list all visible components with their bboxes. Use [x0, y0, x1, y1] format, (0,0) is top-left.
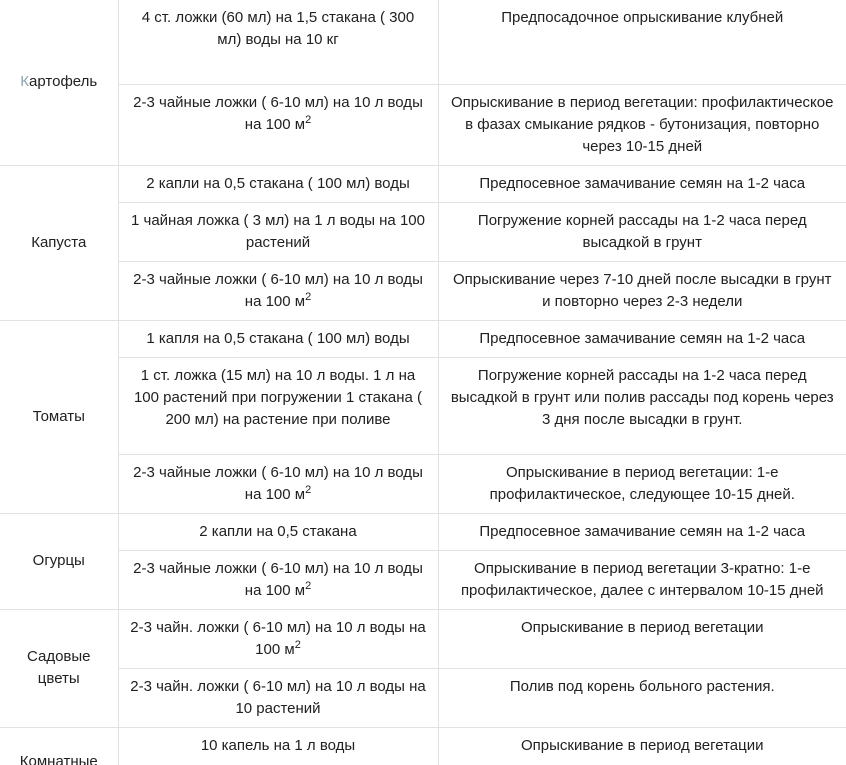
superscript: 2: [305, 113, 312, 126]
plant-cell: Садовые цветы: [0, 609, 119, 728]
plant-name: Огурцы: [32, 552, 85, 569]
table-row: Комнатные растения 10 капель на 1 л водыО…: [0, 727, 846, 765]
plant-name: Томаты: [32, 407, 85, 425]
dosage-cell: 2-3 чайные ложки ( 6-10 мл) на 10 л воды…: [118, 550, 439, 610]
dosage-cell: 2-3 чайные ложки ( 6-10 мл) на 10 л воды…: [118, 84, 439, 166]
plant-name: артофель: [29, 73, 98, 91]
table-row: 2-3 чайные ложки ( 6-10 мл) на 10 л воды…: [0, 261, 846, 321]
usage-cell: Опрыскивание в период вегетации: профила…: [438, 84, 846, 166]
dosage-cell: 2-3 чайные ложки ( 6-10 мл) на 10 л воды…: [118, 261, 439, 321]
superscript: 2: [305, 579, 312, 592]
usage-cell: Предпосевное замачивание семян на 1-2 ча…: [438, 513, 846, 551]
plant-name: Садовые цветы: [26, 648, 91, 687]
table-row: 2-3 чайные ложки ( 6-10 мл) на 10 л воды…: [0, 84, 846, 166]
usage-cell: Опрыскивание в период вегетации: [438, 609, 846, 669]
dosage-cell: 2-3 чайн. ложки ( 6-10 мл) на 10 л воды …: [118, 609, 439, 669]
usage-cell: Предпосадочное опрыскивание клубней: [438, 0, 846, 85]
dosage-cell: 2 капли на 0,5 стакана ( 100 мл) воды: [118, 165, 439, 203]
table-row: Огурцы 2 капли на 0,5 стакана Предпосевное…: [0, 513, 846, 610]
superscript: 2: [294, 638, 301, 651]
table-row: 2-3 чайн. ложки ( 6-10 мл) на 10 л воды …: [0, 668, 846, 728]
table-row: Садовые цветы 2-3 чайн. ложки ( 6-10 мл) …: [0, 609, 846, 728]
usage-cell: Предпосевное замачивание семян на 1-2 ча…: [438, 320, 846, 358]
plant-name: Капуста: [31, 233, 87, 251]
plant-cell: Комнатные растения: [0, 727, 119, 765]
usage-cell: Опрыскивание через 7-10 дней после высад…: [438, 261, 846, 321]
dosage-cell: 4 ст. ложки (60 мл) на 1,5 стакана ( 300…: [118, 0, 439, 85]
plant-cell: Картофель: [0, 0, 119, 166]
dosage-cell: 1 чайная ложка ( 3 мл) на 1 л воды на 10…: [118, 202, 439, 262]
dosage-cell: 2-3 чайные ложки ( 6-10 мл) на 10 л воды…: [118, 454, 439, 514]
table-row: 2-3 чайные ложки ( 6-10 мл) на 10 л воды…: [0, 454, 846, 514]
table-row: 1 чайная ложка ( 3 мл) на 1 л воды на 10…: [0, 202, 846, 262]
plant-cell: Капуста: [0, 165, 119, 321]
dosage-cell: 1 капля на 0,5 стакана ( 100 мл) воды: [118, 320, 439, 358]
dosage-cell: 2 капли на 0,5 стакана: [118, 513, 439, 551]
table-row: 1 ст. ложка (15 мл) на 10 л воды. 1 л на…: [0, 357, 846, 455]
superscript: 2: [305, 290, 312, 303]
plant-name: Комнатные растения: [19, 752, 98, 765]
plant-cell: Огурцы: [0, 513, 119, 610]
table-row: 2-3 чайные ложки ( 6-10 мл) на 10 л воды…: [0, 550, 846, 610]
usage-cell: Опрыскивание в период вегетации: [438, 727, 846, 765]
usage-cell: Предпосевное замачивание семян на 1-2 ча…: [438, 165, 846, 203]
dosage-cell: 1 ст. ложка (15 мл) на 10 л воды. 1 л на…: [118, 357, 439, 455]
usage-cell: Погружение корней рассады на 1-2 часа пе…: [438, 202, 846, 262]
table-row: Капуста 2 капли на 0,5 стакана ( 100 мл) …: [0, 165, 846, 321]
usage-cell: Опрыскивание в период вегетации 3-кратно…: [438, 550, 846, 610]
usage-cell: Опрыскивание в период вегетации: 1-е про…: [438, 454, 846, 514]
usage-cell: Полив под корень больного растения.: [438, 668, 846, 728]
table-row: Томаты 1 капля на 0,5 стакана ( 100 мл) в…: [0, 320, 846, 514]
plant-name-highlight: К: [20, 73, 30, 91]
table-row: Картофель 4 ст. ложки (60 мл) на 1,5 стак…: [0, 0, 846, 166]
dosage-cell: 2-3 чайн. ложки ( 6-10 мл) на 10 л воды …: [118, 668, 439, 728]
dosage-cell: 10 капель на 1 л воды: [118, 727, 439, 765]
superscript: 2: [305, 483, 312, 496]
plant-cell: Томаты: [0, 320, 119, 514]
usage-cell: Погружение корней рассады на 1-2 часа пе…: [438, 357, 846, 455]
